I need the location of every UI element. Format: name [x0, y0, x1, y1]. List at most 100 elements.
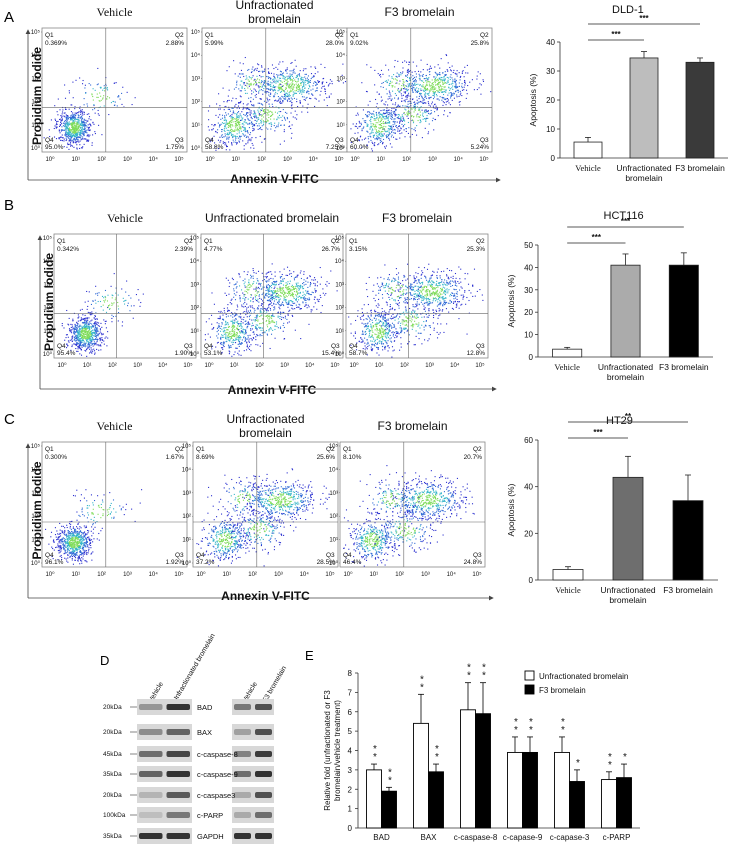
flow-dot: [283, 326, 285, 329]
flow-dot: [228, 133, 230, 136]
flow-dot: [130, 297, 132, 299]
flow-dot: [250, 82, 252, 84]
flow-dot: [269, 322, 271, 324]
flow-dot: [420, 88, 422, 90]
flow-dot: [257, 78, 259, 80]
flow-dot: [359, 136, 361, 138]
flow-dot: [242, 117, 244, 119]
flow-dot: [63, 112, 65, 114]
flow-dot: [430, 96, 432, 98]
flow-dot: [75, 128, 78, 130]
quadrant-q4-value: 95.0%: [45, 144, 64, 151]
flow-dot: [274, 306, 276, 308]
flow-dot: [425, 112, 427, 114]
flow-dot: [73, 134, 75, 136]
flow-dot: [403, 84, 405, 86]
flow-dot: [383, 116, 385, 118]
flow-dot: [425, 75, 427, 77]
flow-dot: [373, 134, 375, 137]
flow-dot: [380, 122, 383, 125]
flow-dot: [416, 116, 418, 118]
flow-dot: [380, 113, 382, 116]
flow-dot: [445, 104, 447, 106]
flow-dot: [275, 323, 278, 325]
flow-dot: [225, 127, 227, 129]
flow-dot: [223, 327, 225, 329]
flow-dot: [305, 299, 307, 302]
flow-dot: [100, 332, 102, 334]
flow-dot: [237, 127, 239, 129]
flow-dot: [82, 146, 84, 148]
flow-dot: [83, 339, 85, 342]
flow-dot: [75, 134, 78, 136]
flow-dot: [224, 125, 227, 127]
quadrant-name: Q3: [480, 137, 489, 144]
flow-dot: [238, 73, 241, 75]
flow-dot: [112, 295, 114, 297]
flow-dot: [290, 74, 292, 76]
flow-dot: [453, 97, 455, 99]
flow-dot: [68, 121, 70, 123]
flow-dot: [246, 92, 248, 94]
flow-dot: [215, 131, 217, 133]
flow-dot: [302, 301, 304, 303]
flow-dot: [238, 117, 240, 119]
flow-dot: [450, 97, 452, 99]
flow-dot: [248, 348, 251, 350]
flow-dot: [76, 139, 78, 141]
flow-dot: [419, 111, 421, 113]
flow-dot: [96, 84, 98, 86]
flow-dot: [255, 326, 257, 328]
flow-dot: [84, 327, 86, 329]
flow-dot: [397, 106, 399, 108]
flow-dot: [268, 318, 270, 320]
flow-dot: [250, 329, 252, 331]
flow-dot: [236, 116, 238, 119]
flow-dot: [407, 114, 409, 116]
flow-dot: [272, 86, 275, 88]
flow-dot: [417, 70, 420, 72]
flow-dot: [221, 343, 223, 346]
flow-dot: [291, 305, 294, 307]
flow-dot: [66, 120, 68, 122]
flow-dot: [227, 100, 229, 102]
flow-dot: [306, 90, 308, 93]
flow-dot: [240, 116, 242, 118]
flow-dot: [243, 121, 245, 123]
flow-dot: [268, 329, 270, 331]
flow-dot: [106, 98, 108, 100]
flow-dot: [434, 80, 436, 82]
flow-dot: [88, 337, 91, 339]
flow-dot: [267, 76, 269, 78]
flow-dot: [416, 87, 418, 89]
flow-dot: [117, 312, 120, 314]
flow-dot: [233, 327, 235, 329]
flow-dot: [99, 338, 102, 340]
flow-dot: [93, 104, 95, 107]
flow-dot: [455, 90, 457, 92]
flow-dot: [294, 72, 296, 74]
flow-dot: [432, 94, 434, 96]
flow-dot: [245, 333, 247, 335]
flow-dot: [218, 326, 220, 328]
flow-dot: [88, 346, 90, 348]
flow-dot: [106, 345, 108, 347]
flow-dot: [270, 83, 272, 85]
flow-dot: [445, 98, 447, 101]
flow-dot: [219, 343, 222, 345]
flow-x-tick: 10⁴: [454, 156, 464, 163]
flow-dot: [72, 116, 74, 118]
flow-dot: [455, 84, 457, 86]
flow-dot: [258, 82, 260, 84]
flow-dot: [423, 102, 425, 104]
flow-dot: [104, 323, 106, 325]
flow-dot: [297, 106, 299, 108]
flow-dot: [271, 88, 273, 90]
flow-dot: [368, 141, 370, 143]
flow-dot: [305, 68, 307, 70]
flow-dot: [257, 109, 259, 111]
flow-dot: [258, 323, 261, 325]
flow-dot: [419, 93, 421, 95]
flow-dot: [211, 138, 214, 140]
flow-dot: [251, 76, 253, 79]
